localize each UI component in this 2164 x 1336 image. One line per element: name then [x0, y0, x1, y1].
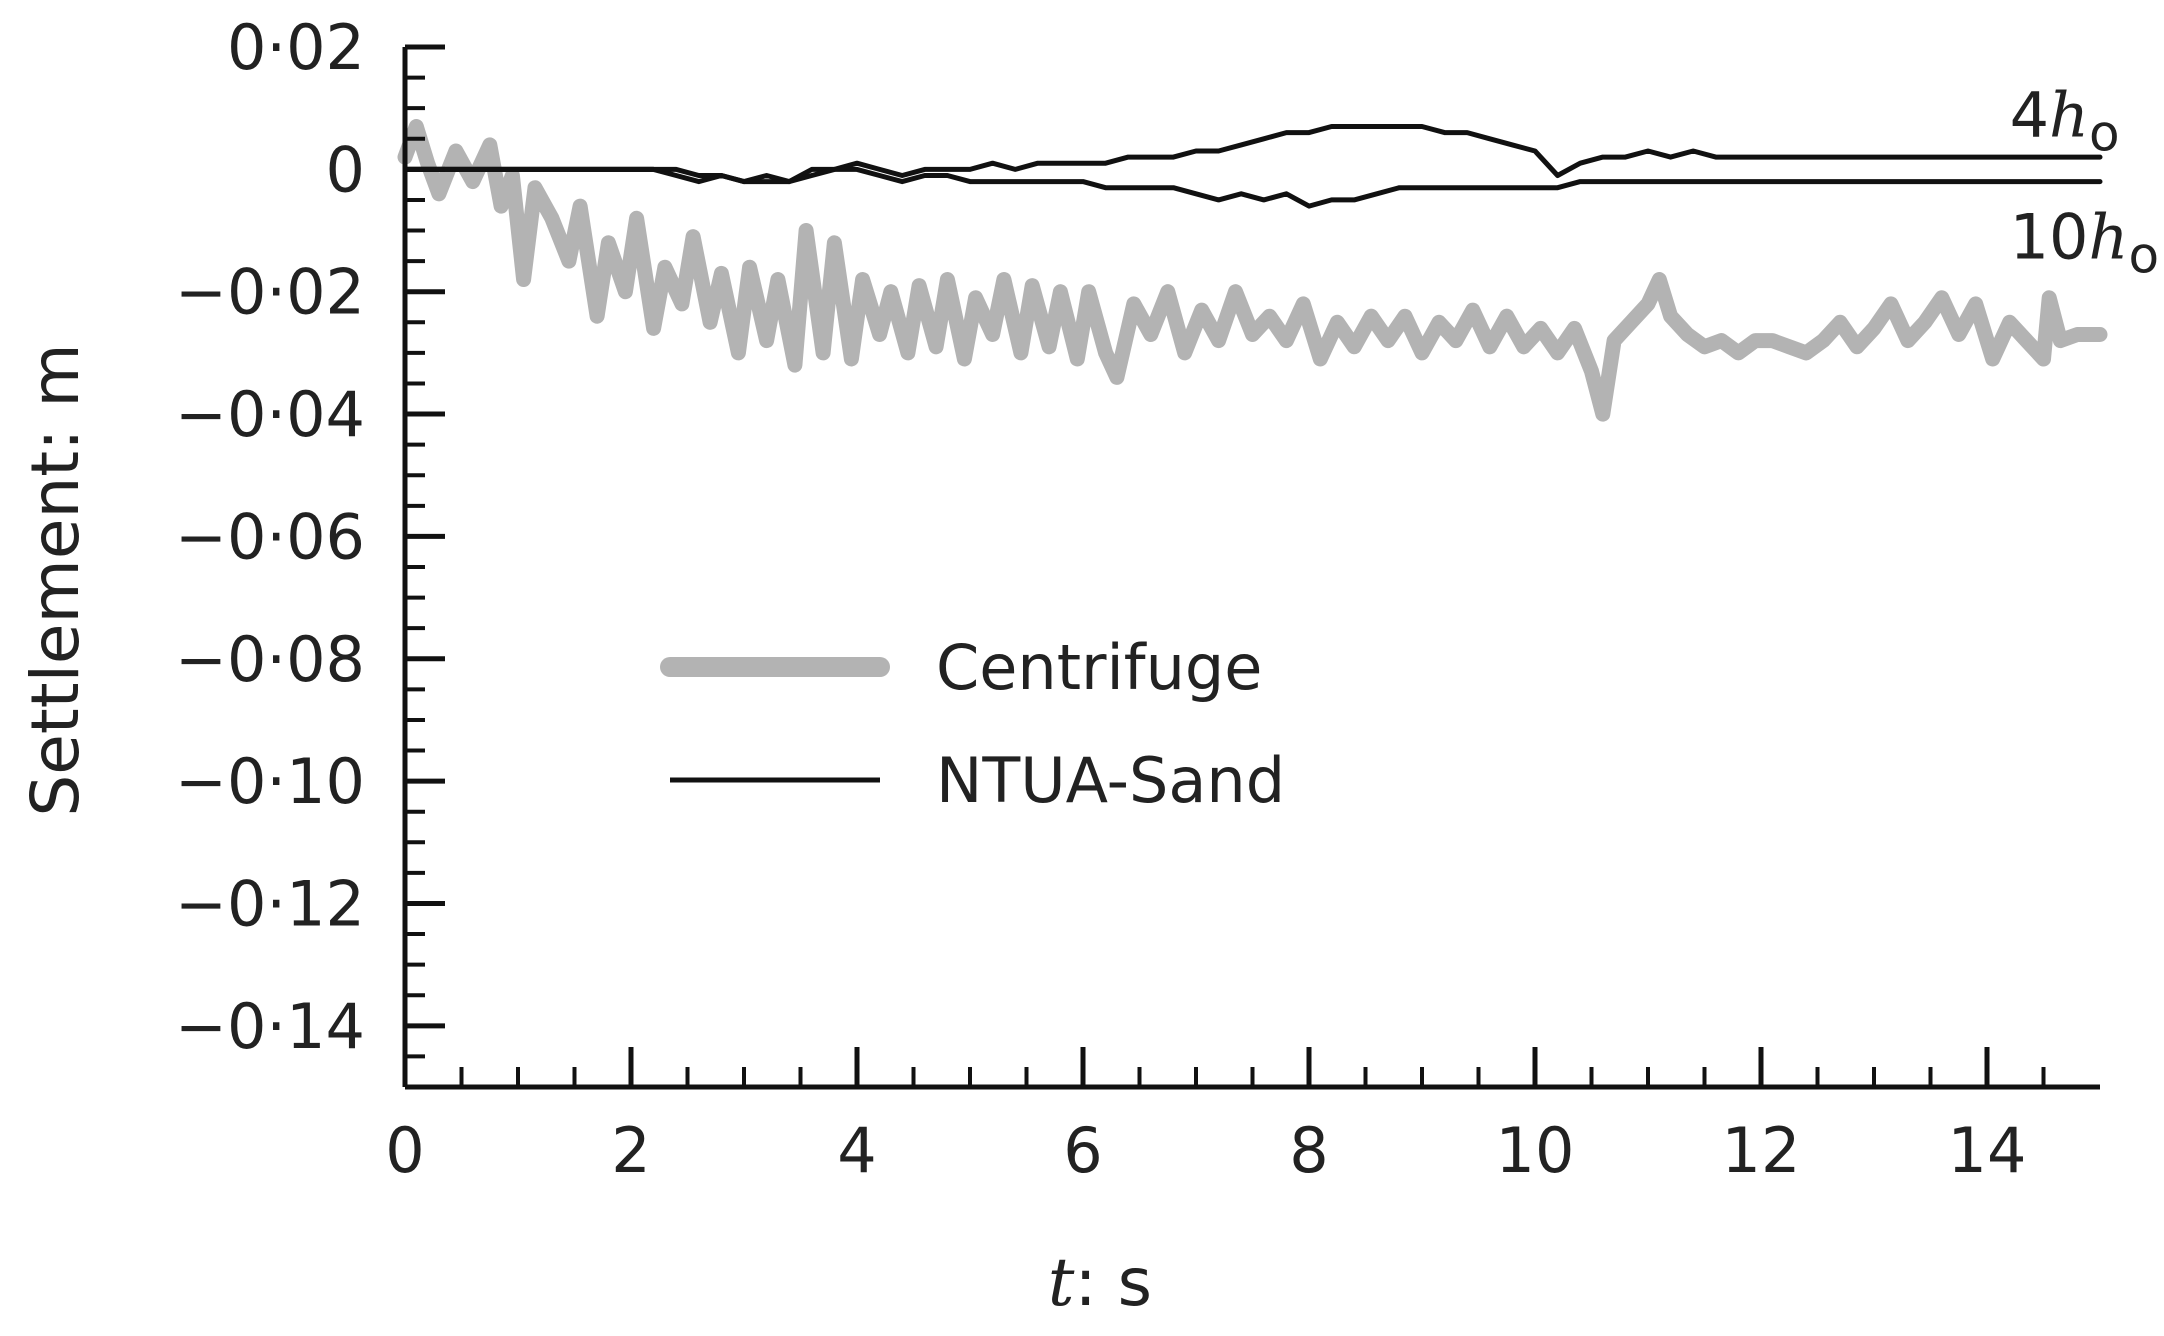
annotation-variable: h	[2089, 201, 2129, 274]
y-tick-label: −0·04	[175, 378, 365, 451]
annotation-variable: h	[2049, 78, 2089, 151]
x-tick-label: 12	[1722, 1114, 1801, 1187]
x-tick-label: 2	[611, 1114, 650, 1187]
y-tick-label: −0·08	[175, 623, 365, 696]
y-tick-label: −0·02	[175, 256, 365, 329]
legend-label-ntua-sand: NTUA-Sand	[936, 744, 1285, 817]
x-tick-label: 4	[837, 1114, 876, 1187]
label-layer: 0·02 0 −0·02 −0·04 −0·06 −0·08 −0·10 −0·12 −0·14…	[175, 11, 2159, 1187]
y-tick-label: −0·14	[175, 990, 365, 1063]
series-annotation-4h: 4ho	[2010, 78, 2120, 162]
x-tick-label: 6	[1063, 1114, 1102, 1187]
x-tick-label: 14	[1948, 1114, 2027, 1187]
y-tick-label: 0·02	[227, 11, 365, 84]
x-tick-label: 10	[1496, 1114, 1575, 1187]
series-layer	[397, 119, 2108, 422]
series-line-ntua-sand-2	[402, 166, 2103, 209]
series-line-centrifuge	[397, 119, 2108, 422]
legend: Centrifuge NTUA-Sand	[660, 631, 1285, 817]
x-tick-label: 8	[1289, 1114, 1328, 1187]
y-tick-label: 0	[326, 133, 365, 206]
x-axis-unit: : s	[1074, 1244, 1152, 1321]
annotation-subscript: o	[2128, 227, 2159, 285]
x-axis-title: t: s	[1048, 1244, 1152, 1321]
x-axis-var: t	[1048, 1244, 1075, 1321]
series-annotation-10h: 10ho	[2010, 201, 2159, 285]
series-line-ntua-sand-1	[402, 124, 2103, 185]
y-tick-label: −0·10	[175, 745, 365, 818]
axes-layer	[402, 44, 2100, 1090]
y-axis-title: Settlement: m	[17, 343, 94, 816]
y-tick-label: −0·06	[175, 500, 365, 573]
x-tick-label: 0	[385, 1114, 424, 1187]
annotation-subscript: o	[2089, 104, 2120, 162]
annotation-number: 10	[2010, 201, 2089, 274]
annotation-number: 4	[2010, 78, 2049, 151]
legend-label-centrifuge: Centrifuge	[936, 631, 1262, 704]
y-tick-label: −0·12	[175, 867, 365, 940]
